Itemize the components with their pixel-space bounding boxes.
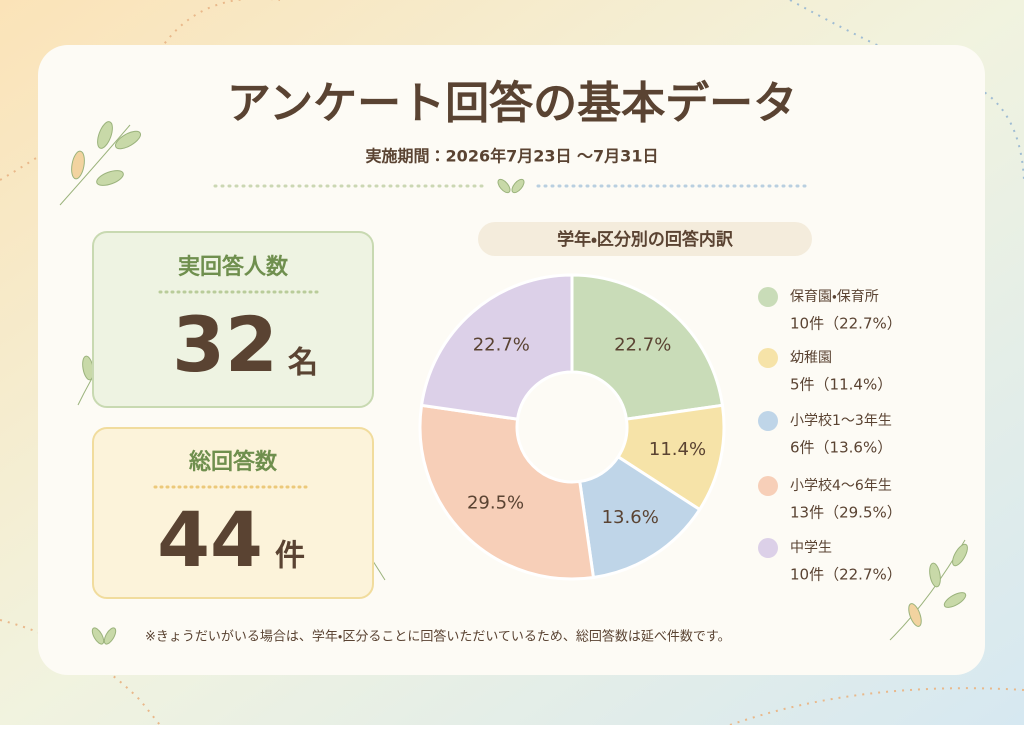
chart-title-pill: [478, 222, 812, 256]
deco-dots: [729, 687, 1024, 726]
slice-label: 22.7%: [473, 334, 530, 355]
legend-label: 小学校4～6年生: [790, 478, 892, 494]
slice-label: 13.6%: [602, 507, 659, 528]
legend-swatch: [758, 476, 778, 496]
legend-detail: 5件（11.4%）: [790, 376, 892, 394]
pie-slice: [419, 273, 574, 421]
legend-swatch: [758, 287, 778, 307]
card: [92, 427, 374, 599]
title: アンケート回答の基本データ: [227, 78, 797, 129]
card-value: 32: [172, 300, 278, 389]
card-unit: 名: [288, 346, 318, 381]
card-value: 44: [157, 495, 263, 584]
legend-label: 保育園・保育所: [790, 289, 879, 305]
legend-detail: 10件（22.7%）: [790, 315, 902, 333]
card-label: 総回答数: [188, 449, 278, 475]
legend-detail: 6件（13.6%）: [790, 439, 892, 457]
legend-detail: 10件（22.7%）: [790, 566, 902, 584]
pie-slice: [578, 454, 702, 580]
pie-slice: [418, 403, 596, 581]
card-unit: 件: [275, 539, 305, 574]
legend-detail: 13件（29.5%）: [790, 504, 902, 522]
legend-swatch: [758, 538, 778, 558]
chart-title: 学年・区分別の回答内訳: [557, 229, 734, 250]
legend-swatch: [758, 411, 778, 431]
slice-label: 29.5%: [467, 492, 524, 513]
card: [92, 231, 374, 408]
legend-swatch: [758, 348, 778, 368]
note: ※きょうだいがいる場合は、学年・区分ることに回答いただいているため、総回答数は延…: [145, 629, 731, 645]
legend-label: 小学校1～3年生: [790, 413, 892, 429]
legend-label: 幼稚園: [790, 350, 832, 366]
slice-label: 11.4%: [649, 439, 706, 460]
period: 実施期間：2026年7月23日 ～7月31日: [366, 147, 659, 166]
slice-label: 22.7%: [614, 334, 671, 355]
card-label: 実回答人数: [178, 254, 289, 280]
legend-label: 中学生: [790, 540, 832, 556]
pie-slice: [570, 273, 725, 421]
